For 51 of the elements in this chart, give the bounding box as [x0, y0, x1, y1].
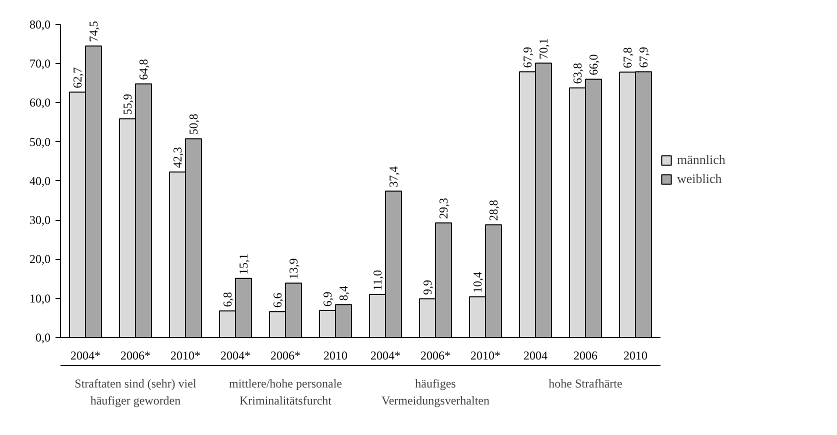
y-tick-label: 20,0: [30, 252, 50, 266]
data-label: 15,1: [236, 253, 250, 274]
y-tick-label: 0,0: [36, 330, 50, 344]
y-tick-label: 50,0: [30, 134, 50, 149]
x-tick-label: 2006*: [270, 348, 300, 362]
data-label: 6,9: [320, 292, 334, 307]
data-label: 64,8: [136, 58, 150, 80]
y-tick-label: 60,0: [30, 96, 50, 110]
y-tick-label: 70,0: [30, 56, 50, 71]
data-label: 29,3: [436, 198, 450, 219]
y-tick-label: 80,0: [30, 17, 50, 32]
data-label: 50,8: [186, 114, 200, 135]
y-tick-label: 30,0: [30, 213, 50, 228]
data-label: 63,8: [570, 62, 584, 84]
y-tick-label: 10,0: [30, 291, 50, 306]
x-tick-label: 2010*: [470, 348, 500, 362]
x-tick-label: 2004*: [370, 348, 400, 362]
data-label: 28,8: [486, 200, 500, 221]
data-label: 74,5: [86, 21, 100, 42]
data-label: 67,8: [620, 47, 634, 68]
data-label: 6,6: [270, 292, 284, 308]
x-tick-label: 2004*: [220, 348, 250, 362]
legend-label: männlich: [677, 152, 726, 168]
text: Straftaten sind (sehr) viel häufiger geworden: [74, 376, 197, 408]
data-label: 8,4: [336, 286, 350, 301]
data-label: 6,8: [220, 292, 234, 307]
data-label: 62,7: [70, 67, 84, 88]
data-label: 67,9: [520, 46, 534, 68]
x-tick-label: 2004*: [70, 348, 100, 362]
x-tick-label: 2004: [524, 348, 548, 362]
data-label: 70,1: [536, 38, 550, 60]
x-tick-label: 2010: [324, 348, 348, 362]
x-tick-label: 2006*: [120, 348, 150, 362]
data-label: 67,9: [636, 46, 650, 68]
text: häufiges Vermeidungsverhalten: [382, 376, 490, 408]
x-tick-label: 2006: [574, 348, 598, 362]
data-label: 66,0: [586, 54, 600, 76]
y-tick-label: 40,0: [30, 174, 50, 188]
x-tick-label: 2006*: [420, 348, 450, 362]
data-label: 37,4: [386, 166, 400, 188]
data-label: 10,4: [470, 272, 484, 293]
text: hohe Strafhärte: [548, 376, 622, 390]
data-label: 55,9: [120, 94, 134, 115]
data-label: 13,9: [286, 258, 300, 280]
data-label: 42,3: [170, 147, 184, 168]
text: mittlere/hohe personale Kriminalitätsfurcht: [229, 376, 342, 408]
legend-label: weiblich: [677, 171, 722, 187]
data-label: 9,9: [420, 280, 434, 295]
x-tick-label: 2010*: [170, 348, 200, 362]
x-tick-label: 2010: [624, 348, 648, 362]
data-label: 11,0: [370, 270, 384, 291]
